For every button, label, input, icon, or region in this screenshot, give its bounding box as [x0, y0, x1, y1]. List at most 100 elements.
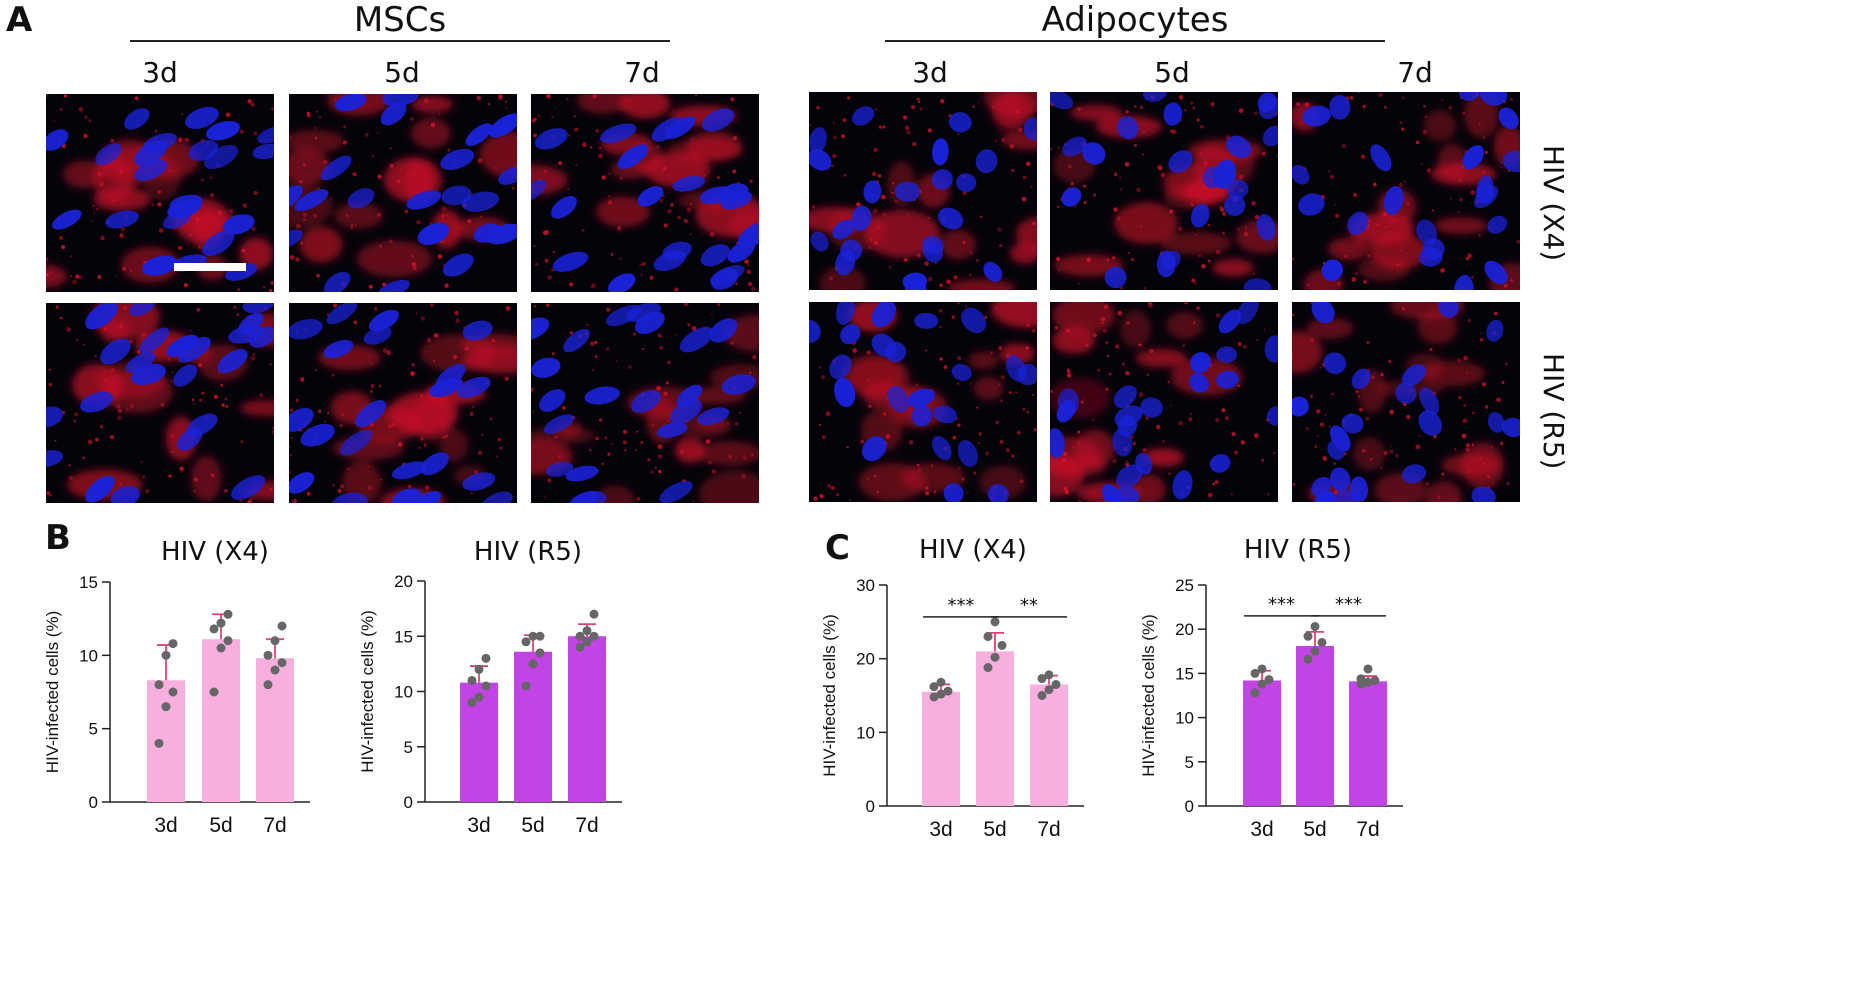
data-point — [575, 642, 585, 652]
significance-label: *** — [1335, 594, 1362, 615]
y-tick-label: 0 — [404, 793, 413, 812]
data-point — [1037, 691, 1047, 700]
data-point — [990, 652, 1000, 662]
chart-title: HIV (R5) — [474, 537, 582, 567]
bar-5d — [514, 651, 552, 802]
data-point — [474, 692, 484, 702]
bar-7d — [1030, 684, 1068, 806]
y-axis-label: HIV-infected cells (%) — [820, 614, 839, 777]
data-point — [154, 738, 164, 748]
y-tick-label: 5 — [89, 720, 98, 739]
column-label-mscs-3d: 3d — [142, 56, 178, 89]
group-divider-mscs — [130, 40, 670, 42]
y-tick-label: 10 — [79, 646, 98, 665]
y-tick-label: 30 — [856, 576, 875, 595]
micrograph-adipocytes-7d-r5 — [1292, 302, 1520, 502]
data-point — [535, 648, 545, 658]
data-point — [277, 658, 287, 668]
bar-3d — [922, 691, 960, 806]
y-tick-label: 10 — [856, 723, 875, 742]
data-point — [1051, 679, 1061, 689]
micrograph-mscs-5d-r5 — [289, 303, 517, 503]
data-point — [1264, 675, 1274, 685]
data-point — [1037, 674, 1047, 684]
x-tick-label: 5d — [521, 814, 544, 837]
x-tick-label: 3d — [929, 818, 952, 841]
data-point — [936, 689, 946, 699]
micrograph-adipocytes-5d-r5 — [1050, 302, 1278, 502]
x-tick-label: 3d — [467, 814, 490, 837]
data-point — [467, 698, 477, 708]
data-point — [589, 609, 599, 619]
data-point — [1363, 664, 1373, 674]
data-point — [589, 631, 599, 641]
x-tick-label: 3d — [1250, 818, 1273, 841]
data-point — [270, 665, 280, 675]
x-tick-label: 7d — [575, 814, 598, 837]
x-tick-label: 7d — [1037, 818, 1060, 841]
data-point — [997, 640, 1007, 650]
data-point — [1317, 637, 1327, 647]
y-axis-label: HIV-infected cells (%) — [1139, 614, 1158, 777]
data-point — [528, 659, 538, 669]
chart-title: HIV (X4) — [919, 535, 1027, 565]
y-tick-label: 0 — [89, 793, 98, 812]
data-point — [154, 680, 164, 690]
micrograph-adipocytes-5d-x4 — [1050, 92, 1278, 290]
data-point — [1257, 679, 1267, 689]
y-tick-label: 10 — [394, 683, 413, 702]
micrograph-adipocytes-3d-x4 — [809, 92, 1037, 290]
x-tick-label: 5d — [209, 814, 232, 837]
significance-label: *** — [1268, 594, 1295, 615]
bar-3d — [147, 680, 185, 802]
data-point — [481, 653, 491, 663]
micrograph-mscs-3d-r5 — [46, 303, 274, 503]
group-title-mscs: MSCs — [353, 0, 447, 40]
y-tick-label: 20 — [856, 650, 875, 669]
y-tick-label: 0 — [866, 797, 875, 816]
error-bar-3d — [157, 644, 175, 681]
row-label-x4: HIV (X4) — [1537, 145, 1570, 262]
y-axis-label: HIV-infected cells (%) — [358, 610, 377, 773]
data-point — [161, 650, 171, 660]
data-point — [1257, 664, 1267, 674]
data-point — [1356, 674, 1366, 684]
x-tick-label: 5d — [983, 818, 1006, 841]
chart-title: HIV (R5) — [1244, 535, 1352, 565]
data-point — [223, 636, 233, 646]
data-point — [929, 692, 939, 702]
data-point — [1250, 688, 1260, 698]
data-point — [1303, 654, 1313, 664]
bar-3d — [1243, 680, 1281, 806]
y-tick-label: 15 — [79, 573, 98, 592]
bar-5d — [976, 651, 1014, 806]
micrograph-mscs-7d-x4 — [531, 94, 759, 292]
data-point — [983, 663, 993, 673]
bar-7d — [1349, 681, 1387, 806]
data-point — [1044, 685, 1054, 695]
y-tick-label: 5 — [404, 738, 413, 757]
y-tick-label: 5 — [1185, 753, 1194, 772]
data-point — [1250, 668, 1260, 678]
data-point — [216, 618, 226, 628]
error-bar-5d — [1306, 630, 1324, 646]
data-point — [1363, 677, 1373, 687]
data-point — [1310, 622, 1320, 632]
data-point — [161, 702, 171, 712]
group-divider-adipocytes — [885, 40, 1385, 42]
data-point — [983, 632, 993, 642]
scale-bar — [174, 263, 246, 271]
data-point — [1303, 631, 1313, 641]
y-tick-label: 15 — [394, 627, 413, 646]
bar-7d — [256, 658, 294, 802]
column-label-mscs-7d: 7d — [624, 56, 660, 89]
micrograph-adipocytes-3d-r5 — [809, 302, 1037, 502]
data-point — [216, 643, 226, 653]
panel-label-c: C — [825, 528, 850, 568]
y-tick-label: 0 — [1185, 797, 1194, 816]
data-point — [535, 631, 545, 641]
data-point — [943, 686, 953, 696]
data-point — [582, 626, 592, 636]
column-label-adipocytes-5d: 5d — [1154, 56, 1190, 89]
panel-label-a: A — [6, 0, 33, 40]
